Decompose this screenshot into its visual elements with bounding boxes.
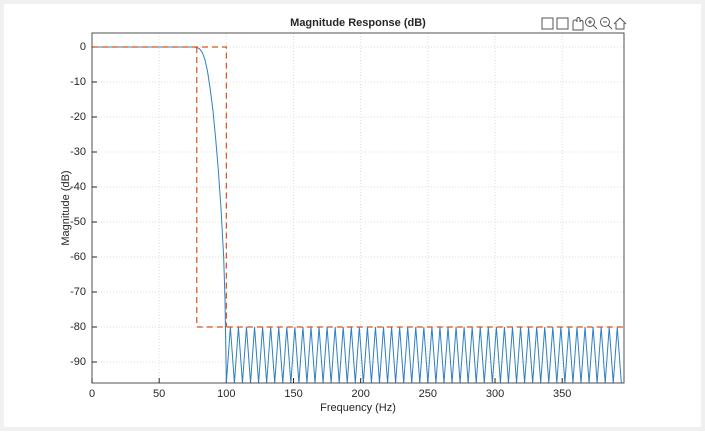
- zoom-in-button[interactable]: [585, 17, 595, 27]
- export-button[interactable]: [541, 17, 554, 30]
- zoom-out-button[interactable]: [600, 17, 610, 27]
- series-line: [92, 46, 622, 383]
- y-tick-label: -30: [70, 146, 86, 158]
- x-axis-label: Frequency (Hz): [320, 402, 396, 414]
- x-tick-label: 50: [153, 388, 165, 400]
- y-tick-label: 0: [80, 41, 86, 53]
- series-line: [92, 46, 227, 327]
- y-tick-label: -60: [70, 251, 86, 263]
- datatip-button[interactable]: [556, 17, 569, 30]
- zoom-out-icon: [603, 21, 613, 30]
- x-tick-label: 300: [486, 388, 504, 400]
- toolbar: [541, 17, 627, 31]
- series-line: [196, 47, 624, 328]
- home-button[interactable]: [613, 17, 627, 30]
- x-tick-label: 350: [553, 388, 571, 400]
- x-tick-label: 200: [352, 388, 370, 400]
- zoom-in-icon: [588, 20, 598, 30]
- pan-button[interactable]: [572, 17, 584, 31]
- x-tick-label: 100: [217, 388, 235, 400]
- x-tick-label: 150: [284, 388, 302, 400]
- axes-box: [91, 32, 625, 384]
- y-tick-label: -90: [70, 356, 86, 368]
- y-tick-label: -20: [70, 111, 86, 123]
- axes-background: [92, 33, 624, 383]
- y-tick-label: -70: [70, 286, 86, 298]
- x-tick-label: 250: [419, 388, 437, 400]
- y-tick-label: -10: [70, 76, 86, 88]
- y-tick-label: -40: [70, 181, 86, 193]
- x-tick-label: 0: [89, 388, 95, 400]
- chart-title: Magnitude Response (dB): [290, 17, 426, 29]
- y-tick-label: -50: [70, 216, 86, 228]
- y-tick-label: -80: [70, 321, 86, 333]
- y-axis-label: Magnitude (dB): [60, 170, 72, 245]
- plot-area: 0 50 100 150 200 250 300 350 0 -10 -20 -30 -40 -50 -60…: [70, 32, 625, 400]
